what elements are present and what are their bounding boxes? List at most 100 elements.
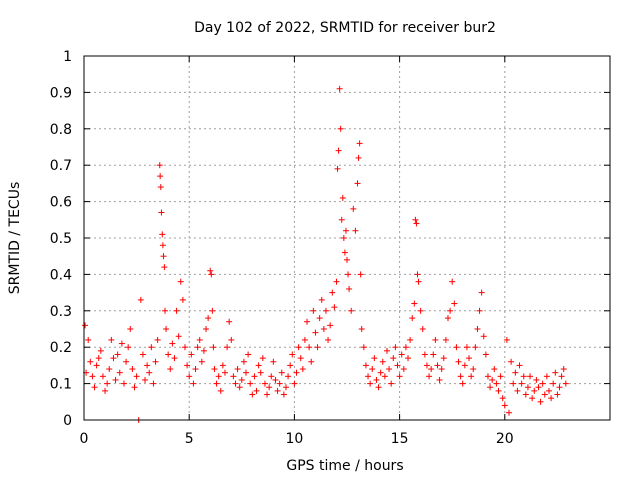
data-point (295, 344, 302, 351)
data-point (411, 300, 418, 307)
data-point (177, 278, 184, 285)
data-point (304, 318, 311, 325)
data-point (129, 366, 136, 373)
data-point (377, 369, 384, 376)
data-point (282, 384, 289, 391)
data-point (560, 366, 567, 373)
data-point (550, 380, 557, 387)
data-point (253, 387, 260, 394)
data-point (327, 322, 334, 329)
data-point (264, 391, 271, 398)
data-point (291, 380, 298, 387)
data-point (516, 362, 523, 369)
data-point (337, 125, 344, 132)
data-point (545, 387, 552, 394)
y-tick-label: 0.8 (50, 122, 72, 138)
data-point (413, 220, 420, 227)
data-point (365, 373, 372, 380)
data-point (163, 326, 170, 332)
data-point (221, 369, 228, 376)
data-point (333, 278, 340, 285)
data-point (522, 391, 529, 398)
data-point (314, 344, 321, 351)
data-point (169, 340, 176, 347)
data-point (552, 369, 559, 376)
data-point (200, 347, 207, 354)
data-point (453, 344, 460, 351)
data-points (82, 85, 569, 423)
data-point (375, 384, 382, 391)
data-point (405, 355, 412, 362)
data-point (159, 242, 166, 249)
data-point (358, 326, 365, 332)
data-point (336, 85, 343, 92)
data-point (144, 362, 151, 369)
data-point (493, 380, 500, 387)
data-point (535, 384, 542, 391)
data-point (243, 369, 250, 376)
data-point (331, 304, 338, 311)
data-point (181, 344, 188, 351)
data-point (213, 380, 220, 387)
data-point (480, 333, 487, 340)
data-point (270, 358, 277, 365)
data-point (457, 373, 464, 380)
data-point (320, 326, 327, 332)
data-point (87, 358, 94, 365)
x-tick-label: 5 (185, 431, 194, 447)
data-point (354, 180, 361, 187)
data-point (434, 362, 441, 369)
data-point (371, 355, 378, 362)
x-tick-label: 15 (391, 431, 409, 447)
data-point (543, 373, 550, 380)
data-point (91, 384, 98, 391)
data-point (390, 355, 397, 362)
data-point (360, 344, 367, 351)
data-point (558, 373, 565, 380)
data-point (240, 358, 247, 365)
data-point (554, 391, 561, 398)
data-point (348, 307, 355, 314)
data-point (402, 344, 409, 351)
data-point (533, 376, 540, 383)
data-point (556, 384, 563, 391)
data-point (196, 336, 203, 343)
data-point (89, 373, 96, 380)
y-tick-label: 0.7 (50, 158, 72, 174)
data-point (341, 249, 348, 256)
data-point (205, 315, 212, 322)
data-point (207, 267, 214, 274)
data-point (142, 376, 149, 383)
data-point (238, 376, 245, 383)
data-point (232, 380, 239, 387)
data-point (478, 289, 485, 296)
data-point (352, 227, 359, 234)
y-tick-label: 0.3 (50, 304, 72, 320)
data-point (278, 369, 285, 376)
data-point (93, 362, 100, 369)
data-point (156, 162, 163, 169)
data-point (308, 358, 315, 365)
data-point (123, 358, 130, 365)
data-point (165, 351, 172, 358)
data-point (245, 351, 252, 358)
data-point (357, 271, 364, 278)
data-point (198, 358, 205, 365)
data-point (489, 376, 496, 383)
data-point (346, 285, 353, 292)
data-point (412, 216, 419, 223)
data-point (228, 336, 235, 343)
y-tick-label: 0 (63, 413, 72, 429)
data-point (442, 336, 449, 343)
data-point (426, 373, 433, 380)
data-point (520, 373, 527, 380)
data-point (97, 347, 104, 354)
data-point (234, 366, 241, 373)
data-point (259, 355, 266, 362)
data-point (159, 231, 166, 238)
data-point (470, 366, 477, 373)
data-point (173, 307, 180, 314)
data-point (329, 289, 336, 296)
data-point (152, 358, 159, 365)
data-point (334, 165, 341, 172)
